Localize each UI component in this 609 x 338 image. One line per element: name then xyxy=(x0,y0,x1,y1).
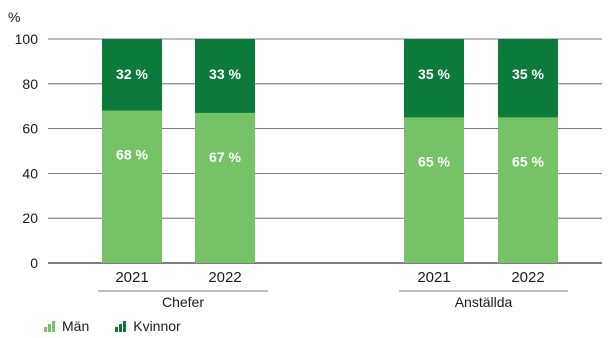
y-tick-label: 100 xyxy=(15,31,39,47)
bar-segment-kvinnor xyxy=(404,39,464,118)
y-tick-label: 60 xyxy=(22,121,38,137)
bar-segment-man xyxy=(498,117,558,264)
x-tick-label: 2022 xyxy=(511,269,544,286)
bar-chart-icon xyxy=(44,320,56,332)
data-label: 68 % xyxy=(116,147,148,163)
bar-segment-kvinnor xyxy=(102,39,162,111)
x-tick-label: 2021 xyxy=(417,269,450,286)
bar-segment-man xyxy=(404,117,464,264)
y-axis-ticks: 0 20 40 60 80 100 xyxy=(15,31,39,271)
legend-label-kvinnor: Kvinnor xyxy=(133,318,181,334)
data-label: 33 % xyxy=(209,66,241,82)
x-tick-label: 2021 xyxy=(115,269,148,286)
bar-chart-icon xyxy=(115,320,127,332)
data-label: 32 % xyxy=(116,66,148,82)
legend-label-man: Män xyxy=(62,318,90,334)
y-tick-label: 80 xyxy=(22,76,38,92)
legend-item-kvinnor: Kvinnor xyxy=(115,318,181,334)
data-label: 65 % xyxy=(418,153,450,169)
data-label: 35 % xyxy=(512,66,544,82)
legend-item-man: Män xyxy=(44,318,89,334)
y-tick-label: 0 xyxy=(30,255,38,271)
group-label: Chefer xyxy=(162,294,204,310)
y-tick-label: 20 xyxy=(22,210,38,226)
bars: 68 % 32 % 67 % 33 % 65 % 35 % 65 % 35 % xyxy=(102,39,558,264)
data-label: 67 % xyxy=(209,149,241,165)
bar-segment-kvinnor xyxy=(498,39,558,118)
group-label: Anställda xyxy=(455,294,513,310)
legend: Män Kvinnor xyxy=(44,318,207,334)
x-tick-label: 2022 xyxy=(208,269,241,286)
bar-segment-man xyxy=(195,112,255,263)
bar-segment-kvinnor xyxy=(195,39,255,113)
data-label: 65 % xyxy=(512,153,544,169)
y-tick-label: 40 xyxy=(22,165,38,181)
bar-segment-man xyxy=(102,110,162,264)
data-label: 35 % xyxy=(418,66,450,82)
y-axis-label: % xyxy=(8,9,20,25)
